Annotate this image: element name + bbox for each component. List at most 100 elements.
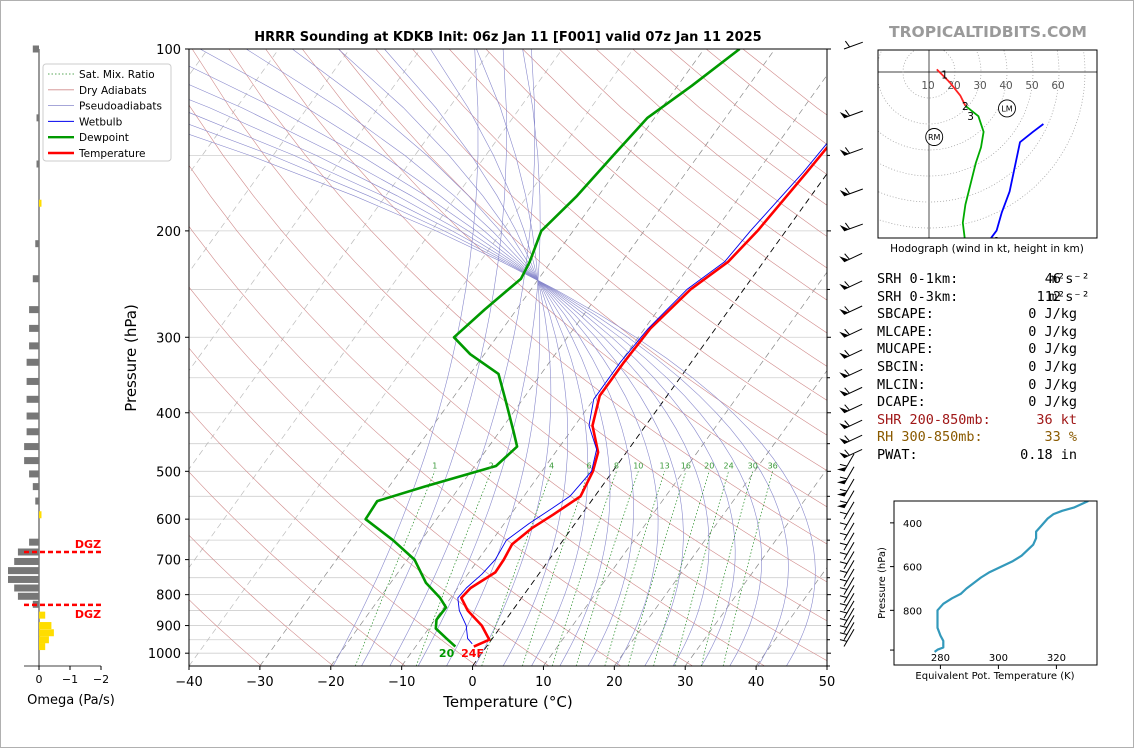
surface-temperature-label: 24F (461, 647, 484, 660)
omega-bar (14, 558, 39, 565)
wind-barb-pennant (839, 329, 848, 338)
wind-barb (839, 429, 862, 445)
wind-barb-pennant (840, 223, 849, 232)
omega-bar (39, 643, 45, 650)
stat-value: 0 J/kg (1028, 394, 1077, 412)
hodo-ring-label: 10 (921, 80, 934, 92)
mixing-ratio-line (723, 471, 773, 666)
omega-bar (24, 457, 39, 464)
wind-barb (842, 36, 863, 49)
wind-barb-pennant (839, 253, 848, 262)
theta-y-tick-label: 400 (903, 519, 922, 530)
mixing-ratio-label: 4 (549, 461, 554, 470)
x-tick-label: −10 (388, 675, 415, 690)
legend-label: Temperature (78, 148, 146, 160)
wind-barb-staff (844, 593, 854, 610)
y-tick-label: 400 (156, 407, 181, 422)
wind-barb-staff (844, 387, 862, 395)
mixing-ratio-label: 8 (614, 461, 619, 470)
omega-bar (27, 378, 39, 385)
wind-barb (839, 398, 862, 414)
omega-bar (27, 359, 39, 366)
omega-bar (14, 585, 39, 592)
surface-dewpoint-label: 20 (439, 647, 455, 660)
stat-row: DCAPE:0 J/kg (877, 394, 1117, 412)
stat-row: RH 300-850mb:33 % (877, 429, 1117, 447)
hodograph-caption: Hodograph (wind in kt, height in km) (890, 243, 1084, 255)
wind-barb-pennant (839, 387, 848, 396)
x-tick-label: −20 (317, 675, 344, 690)
skew-t-profiles (366, 49, 917, 647)
wind-barb (838, 574, 854, 595)
mixing-ratio-label: 20 (704, 461, 714, 470)
omega-tick-label: −1 (62, 673, 78, 686)
omega-bar (39, 511, 41, 518)
mixing-ratio-label: 36 (768, 461, 778, 470)
wind-barb-pennant (839, 449, 848, 458)
y-tick-label: 100 (156, 43, 181, 58)
wind-barb (839, 275, 862, 291)
mixing-ratio-label: 6 (586, 461, 591, 470)
stat-label: RH 300-850mb: (877, 429, 983, 447)
dgz-label: DGZ (75, 608, 101, 621)
mixing-ratio-label: 2 (489, 461, 494, 470)
wind-barb-staff (844, 404, 862, 412)
wind-barb-staff (844, 369, 862, 377)
wind-barb-staff (844, 585, 854, 602)
wind-barb-pennant (840, 188, 849, 197)
wind-barb-staff (844, 350, 862, 358)
mixing-ratio-label: 24 (724, 461, 734, 470)
stat-label: SRH 0-3km: (877, 289, 958, 307)
pseudoadiabat-line (246, 49, 633, 666)
hodo-height-label: 3 (967, 111, 974, 123)
omega-bar (8, 576, 39, 583)
omega-bar (37, 114, 39, 121)
legend-label: Dewpoint (79, 132, 129, 144)
wind-barb-pennant (839, 281, 848, 290)
mixing-ratio-label: 1 (432, 461, 437, 470)
theta-e-profile (935, 501, 1089, 652)
hodo-ring-label: 40 (999, 80, 1012, 92)
wind-barbs (837, 36, 863, 647)
theta-x-tick-label: 280 (931, 653, 950, 664)
wind-barb (838, 548, 854, 569)
wind-barb (839, 247, 862, 263)
stat-label: PWAT: (877, 447, 918, 465)
stat-row: PWAT:0.18 in (877, 447, 1117, 465)
stat-label: MLCAPE: (877, 324, 934, 342)
pseudoadiabat-line (362, 49, 507, 666)
mixing-ratio-line (675, 471, 729, 666)
y-tick-label: 500 (156, 465, 181, 480)
stat-row: MLCAPE: 0 J/kg (877, 324, 1117, 342)
pseudoadiabat-line (418, 49, 540, 666)
pseudoadiabat-line (108, 49, 709, 666)
wind-barb-flag (845, 40, 849, 47)
theta-e-xlabel: Equivalent Pot. Temperature (K) (915, 671, 1074, 682)
omega-bar (24, 443, 39, 450)
pseudoadiabat-line (338, 49, 588, 666)
y-tick-label: 800 (156, 589, 181, 604)
wind-barb-staff (844, 281, 862, 289)
wind-barb-pennant (839, 369, 848, 378)
mixing-ratio-line (416, 471, 491, 666)
stat-value: 0 J/kg (1028, 324, 1077, 342)
mixing-ratio-line (576, 471, 638, 666)
theta-e-frame (894, 501, 1097, 665)
x-tick-label: −30 (246, 675, 273, 690)
wind-barb (839, 443, 862, 459)
hodo-height-label: 1 (941, 70, 948, 82)
wind-barb (840, 182, 863, 196)
dry-adiabat-line (229, 49, 980, 666)
omega-bar (8, 567, 39, 574)
wind-barb-staff (844, 435, 862, 443)
mixing-ratio-line (355, 471, 435, 666)
x-tick-label: 30 (677, 675, 694, 690)
wind-barb (839, 322, 862, 338)
y-tick-label: 700 (156, 554, 181, 569)
y-tick-label: 300 (156, 331, 181, 346)
